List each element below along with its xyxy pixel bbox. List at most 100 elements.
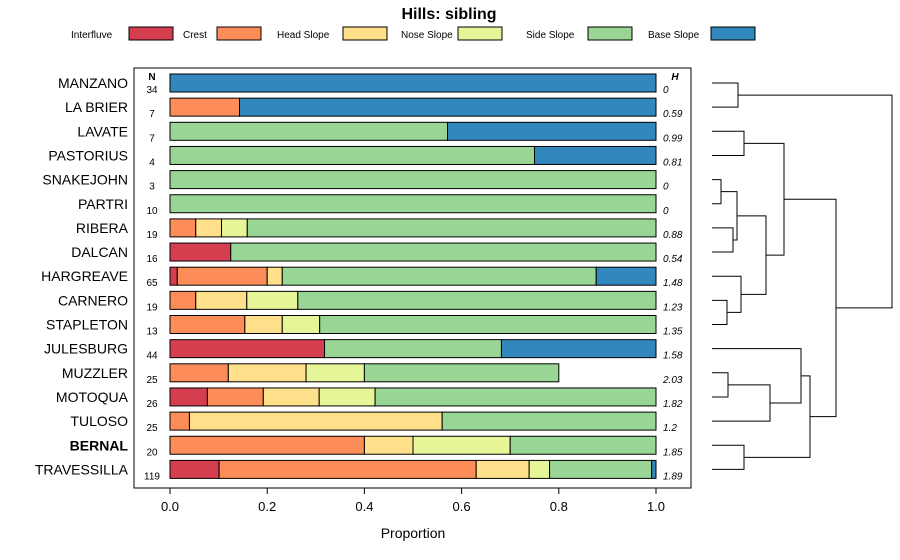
bar-segment	[169, 435, 365, 455]
bar-segment	[266, 266, 283, 286]
plot-panel	[133, 67, 692, 489]
dendrogram-link	[712, 179, 722, 205]
row-h-value: 0	[663, 85, 669, 96]
row-n-value: 10	[146, 206, 158, 217]
row-n-value: 4	[149, 157, 155, 168]
row-n-value: 34	[146, 85, 158, 96]
bar-segment	[227, 363, 307, 383]
row-n-value: 16	[146, 254, 158, 265]
row-n-value: 119	[144, 471, 160, 482]
bar-segment	[447, 121, 657, 141]
row-label: PASTORIUS	[48, 147, 128, 163]
row-h-value: 1.35	[663, 327, 683, 338]
bar-segment	[169, 459, 220, 479]
row-h-value: 0	[663, 182, 669, 193]
bar-segment	[500, 339, 657, 359]
bar-segment	[297, 290, 657, 310]
bar-segment	[262, 387, 320, 407]
legend-label: Crest	[183, 30, 207, 41]
legend-swatch	[457, 26, 503, 41]
n-column-header: N	[148, 72, 155, 83]
row-label: PARTRI	[78, 196, 128, 212]
row-h-value: 1.89	[663, 471, 683, 482]
x-tick-label: 0.6	[453, 499, 471, 514]
row-label: MOTOQUA	[56, 389, 129, 405]
bar-segment	[169, 97, 240, 117]
row-label: MUZZLER	[62, 365, 128, 381]
row-n-value: 25	[146, 423, 158, 434]
bar-segment	[475, 459, 530, 479]
row-label: LAVATE	[77, 123, 128, 139]
legend-swatch	[216, 26, 262, 41]
dendrogram-link	[712, 299, 728, 325]
dendrogram-link	[712, 384, 771, 422]
legend-label: Head Slope	[277, 30, 330, 41]
bar-segment	[549, 459, 653, 479]
bar-segment	[318, 387, 376, 407]
legend-swatch	[128, 26, 174, 41]
bar-segment	[374, 387, 657, 407]
row-label: CARNERO	[58, 292, 128, 308]
bar-segment	[169, 145, 535, 165]
row-label: RIBERA	[76, 220, 129, 236]
dendrogram-link	[712, 130, 745, 156]
row-label: JULESBURG	[44, 341, 128, 357]
legend-swatch	[587, 26, 633, 41]
row-h-value: 1.85	[663, 447, 683, 458]
x-axis-label: Proportion	[381, 525, 446, 541]
dendrogram-link	[712, 444, 745, 470]
legend-swatch	[342, 26, 388, 41]
row-n-value: 13	[146, 327, 158, 338]
row-n-value: 7	[149, 133, 155, 144]
bar-segment	[244, 315, 283, 334]
bar-segment	[169, 411, 190, 431]
dendrogram-link	[712, 227, 734, 253]
dendrogram-link	[738, 94, 893, 309]
x-axis: 0.0 0.2 0.4 0.6 0.8 1.0	[161, 488, 665, 514]
bar-segment	[169, 121, 449, 141]
row-label: SNAKEJOHN	[42, 172, 128, 188]
x-tick-label: 0.4	[355, 499, 373, 514]
row-label: LA BRIER	[65, 99, 128, 115]
dendrogram-link	[744, 142, 785, 256]
bar-segment	[305, 363, 365, 383]
bar-segment	[188, 411, 443, 431]
dendrogram-link	[712, 348, 802, 404]
dendrogram-link	[744, 375, 811, 458]
row-h-value: 0	[663, 206, 669, 217]
x-tick-label: 1.0	[647, 499, 665, 514]
row-n-value: 20	[146, 447, 158, 458]
bar-segment	[246, 218, 657, 238]
bar-segment	[319, 315, 657, 334]
row-n-value: 7	[149, 109, 155, 120]
bar-segment	[281, 266, 597, 286]
x-tick-label: 0.2	[258, 499, 276, 514]
bar-segment	[169, 315, 246, 334]
row-h-value: 1.48	[663, 278, 683, 289]
x-tick-label: 0.0	[161, 499, 179, 514]
legend: Interfluve Crest Head Slope Nose Slope Side …	[71, 26, 756, 41]
row-label: DALCAN	[71, 244, 128, 260]
bar-segment	[230, 242, 657, 262]
bar-segment	[169, 290, 197, 310]
chart-title: Hills: sibling	[401, 6, 496, 23]
dendrogram-link	[712, 82, 739, 108]
row-n-value: 25	[146, 375, 158, 386]
bar-segment	[169, 266, 178, 286]
row-h-value: 0.99	[663, 133, 683, 144]
bar-segment	[238, 97, 657, 117]
row-h-value: 0.81	[663, 157, 682, 168]
legend-swatch	[710, 26, 756, 41]
bar-segment	[509, 435, 657, 455]
row-n-value: 65	[146, 278, 158, 289]
legend-label: Side Slope	[526, 30, 575, 41]
dendrogram-link	[712, 372, 729, 398]
row-label: TRAVESSILLA	[35, 461, 129, 477]
legend-label: Base Slope	[648, 30, 700, 41]
row-h-value: 1.2	[663, 423, 677, 434]
bar-segment	[412, 435, 511, 455]
row-h-value: 0.54	[663, 254, 683, 265]
bar-segment	[281, 315, 321, 334]
